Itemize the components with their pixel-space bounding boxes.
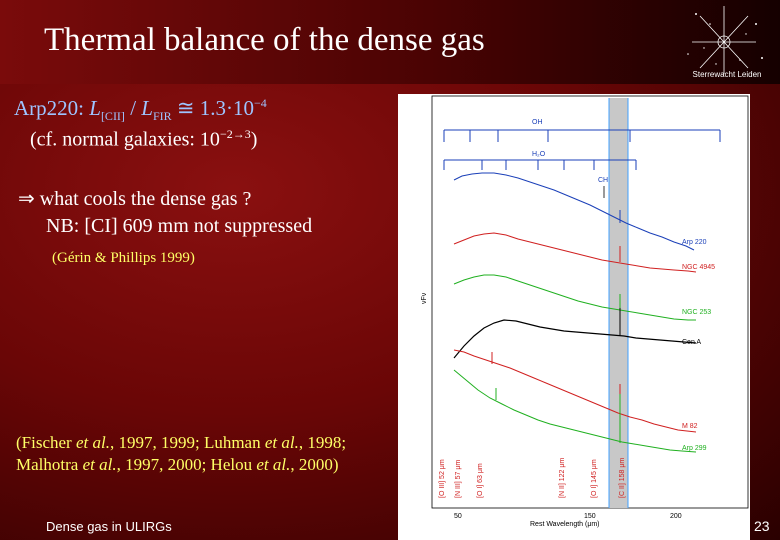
comparison-line: (cf. normal galaxies: 10−2→3) — [30, 127, 258, 151]
spectra-figure: OH H₂O CH Arp 220 — [398, 94, 750, 540]
line-cii-158: [C II] 158 μm — [619, 458, 626, 498]
spectrum-ngc253 — [453, 274, 696, 321]
xtick-200: 200 — [670, 513, 682, 520]
label-ngc253: NGC 253 — [682, 309, 711, 316]
cii-band — [609, 98, 628, 508]
h2o-label: H₂O — [532, 151, 546, 158]
line-annotations: [O III] 52 μm [N III] 57 μm [O I] 63 μm … — [439, 458, 626, 498]
title-bar — [0, 0, 780, 84]
label-m82: M 82 — [682, 423, 698, 430]
h2o-ticks — [443, 159, 637, 170]
cii-spikes — [491, 210, 621, 443]
line-nii-122: [N II] 122 μm — [559, 458, 566, 498]
citation-line: (Gérin & Phillips 1999) — [52, 250, 195, 266]
y-axis-label: νFν — [421, 292, 428, 304]
logo-caption: Sterrewacht Leiden — [692, 70, 762, 79]
label-arp220: Arp 220 — [682, 239, 707, 246]
slide-title: Thermal balance of the dense gas — [44, 22, 485, 58]
xtick-50: 50 — [454, 513, 462, 520]
spectrum-m82 — [453, 349, 697, 433]
spectrum-cena — [453, 319, 697, 359]
xtick-150: 150 — [584, 513, 596, 520]
references: (Fischer et al., 1997, 1999; Luhman et a… — [16, 433, 347, 474]
observatory-logo-icon — [687, 6, 763, 74]
line-oi-145: [O I] 145 μm — [591, 459, 598, 498]
page-number: 23 — [754, 518, 770, 534]
ratio-line: Arp220: L[CII] / LFIR ≅ 1.3·10−4 — [14, 96, 267, 124]
label-cena: Cen A — [682, 339, 701, 346]
x-axis-label: Rest Wavelength (μm) — [530, 521, 600, 528]
nb-line: NB: [CI] 609 mm not suppressed — [46, 215, 313, 237]
oh-label: OH — [532, 119, 543, 126]
line-oi-63: [O I] 63 μm — [477, 463, 484, 498]
question-line: ⇒ what cools the dense gas ? — [18, 188, 252, 210]
line-oiii-52: [O III] 52 μm — [439, 459, 446, 498]
plot-frame — [431, 95, 749, 509]
line-niii-57: [N III] 57 μm — [455, 460, 462, 498]
spectrum-arp299 — [453, 369, 697, 453]
footer-text: Dense gas in ULIRGs — [46, 519, 172, 534]
spectrum-arp220 — [453, 172, 695, 251]
spectra-plot: OH H₂O CH Arp 220 — [421, 95, 749, 528]
label-arp299: Arp 299 — [682, 445, 707, 452]
label-ngc4945: NGC 4945 — [682, 264, 715, 271]
oh-ticks — [443, 129, 721, 142]
spectrum-ngc4945 — [453, 232, 697, 273]
ch-label: CH — [598, 177, 608, 184]
